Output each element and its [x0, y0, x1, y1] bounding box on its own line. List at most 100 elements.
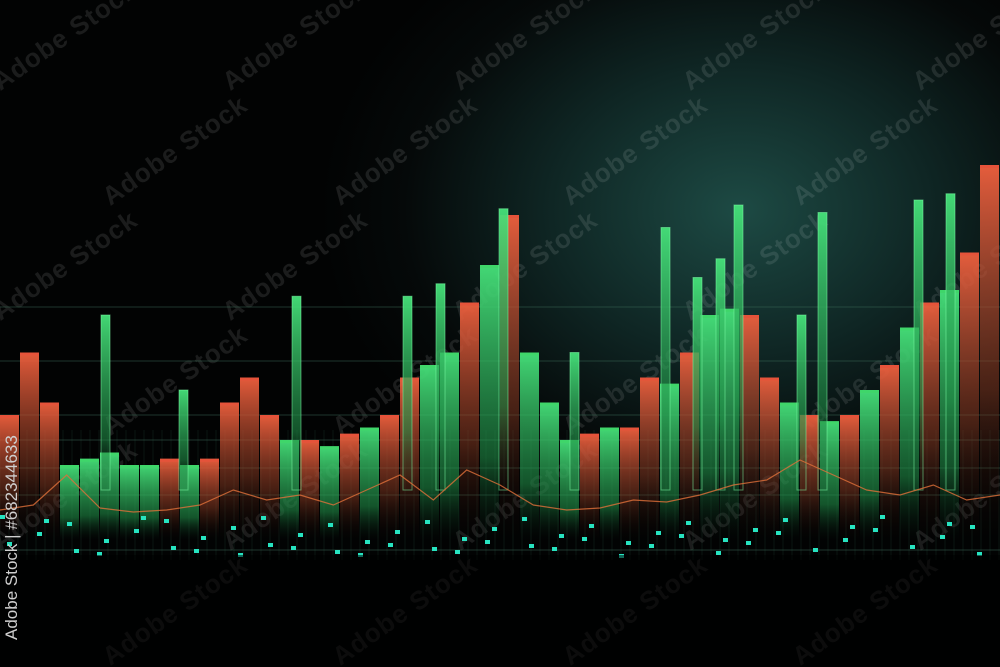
spike-bar: [435, 283, 446, 491]
bar-cap: [280, 440, 299, 443]
data-dot: [37, 532, 42, 536]
data-dot: [462, 537, 467, 541]
data-dot: [492, 527, 497, 531]
spike-bar: [291, 295, 302, 491]
bar-cap: [880, 365, 899, 368]
data-dot: [425, 520, 430, 524]
data-dot: [328, 523, 333, 527]
data-dot: [850, 525, 855, 529]
data-dot: [194, 549, 199, 553]
data-dot: [67, 522, 72, 526]
bar: [520, 352, 539, 540]
data-dot: [268, 543, 273, 547]
bar: [340, 433, 359, 540]
spike-bar: [402, 295, 413, 491]
data-dot: [432, 547, 437, 551]
data-dot: [873, 528, 878, 532]
bar: [780, 402, 799, 540]
bar-cap: [220, 402, 239, 406]
bar-cap: [200, 458, 219, 462]
data-dot: [746, 541, 751, 545]
data-dot: [783, 518, 788, 522]
bar: [960, 252, 979, 540]
bar-cap: [0, 415, 19, 418]
bar-cap: [800, 415, 819, 418]
bar-cap: [320, 446, 339, 450]
bar-cap: [260, 415, 279, 418]
spike-bar: [733, 204, 744, 491]
bar-cap: [840, 415, 859, 418]
bar: [420, 365, 439, 540]
bar-cap: [520, 352, 539, 356]
bar: [980, 165, 999, 540]
bar: [840, 415, 859, 540]
data-dot: [753, 528, 758, 532]
data-dot: [485, 540, 490, 544]
spike-bar: [796, 314, 807, 491]
data-dot: [261, 516, 266, 520]
data-dot: [776, 531, 781, 535]
bar: [40, 402, 59, 540]
bar: [460, 302, 479, 540]
bar-cap: [480, 265, 499, 268]
spike-bar: [715, 258, 726, 491]
data-dot: [970, 525, 975, 529]
bar: [600, 427, 619, 540]
bar-cap: [60, 465, 79, 468]
spike-bar: [660, 227, 671, 491]
bar-cap: [900, 327, 919, 331]
bar: [160, 458, 179, 540]
bar: [20, 352, 39, 540]
bar-cap: [640, 377, 659, 381]
data-dot: [134, 529, 139, 533]
data-dot: [141, 516, 146, 520]
data-dot: [231, 526, 236, 530]
bar-cap: [540, 402, 559, 406]
data-dot: [529, 544, 534, 548]
spike-bar: [913, 199, 924, 491]
data-dot: [880, 515, 885, 519]
data-dot: [201, 536, 206, 540]
data-dot: [0, 515, 5, 519]
data-dot: [365, 540, 370, 544]
bar-cap: [240, 377, 259, 381]
bar: [920, 302, 939, 540]
data-dot: [291, 546, 296, 550]
bar-cap: [120, 465, 139, 468]
data-dot: [455, 550, 460, 554]
bar-cap: [700, 315, 719, 318]
data-dot: [552, 547, 557, 551]
spike-bar: [569, 352, 580, 491]
data-dot: [686, 521, 691, 525]
bar-cap: [340, 433, 359, 437]
bar: [540, 402, 559, 540]
bar: [880, 365, 899, 540]
bar-cap: [780, 402, 799, 406]
bar-cap: [40, 402, 59, 406]
data-dot: [44, 519, 49, 523]
bar: [300, 440, 319, 540]
spike-bar: [178, 389, 189, 491]
data-dot: [298, 533, 303, 537]
bar-cap: [600, 427, 619, 431]
trend-line: [0, 459, 1000, 513]
data-dot: [74, 549, 79, 553]
data-dot: [388, 543, 393, 547]
bar: [860, 390, 879, 540]
data-dot: [626, 541, 631, 545]
bar-cap: [460, 302, 479, 306]
data-dot: [582, 537, 587, 541]
data-dot: [395, 530, 400, 534]
bar-cap: [420, 365, 439, 368]
data-dot: [947, 522, 952, 526]
bar: [360, 427, 379, 540]
data-dot: [679, 534, 684, 538]
bar: [60, 465, 79, 540]
bar: [320, 446, 339, 540]
data-dot: [843, 538, 848, 542]
bar-cap: [300, 440, 319, 443]
stock-id-label: Adobe Stock | #682344633: [2, 435, 21, 640]
bar-cap: [440, 352, 459, 356]
bar-cap: [620, 427, 639, 431]
bar: [140, 465, 159, 540]
